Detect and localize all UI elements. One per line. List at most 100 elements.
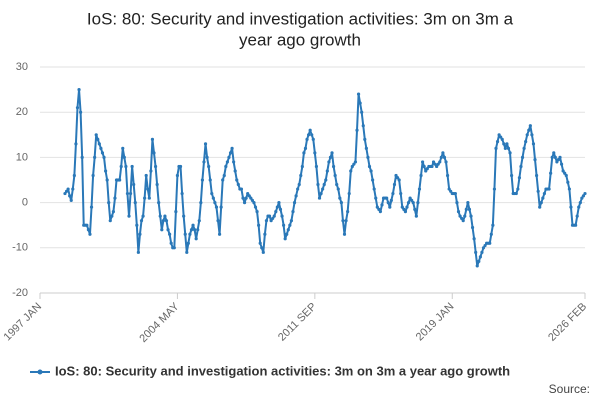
data-point: [113, 196, 117, 200]
data-point: [542, 191, 546, 196]
data-point: [244, 196, 248, 200]
data-point: [300, 164, 304, 169]
data-point: [385, 196, 389, 200]
data-point: [205, 155, 209, 159]
data-point: [335, 182, 339, 187]
data-point: [349, 169, 353, 173]
data-point: [363, 137, 367, 141]
data-point: [139, 219, 144, 223]
y-tick-label: -10: [12, 242, 28, 254]
data-point: [355, 128, 359, 132]
data-point: [505, 142, 509, 146]
x-tick-label: 2011 SEP: [276, 301, 319, 344]
data-point: [583, 191, 587, 196]
data-point: [143, 196, 147, 200]
data-point: [441, 151, 445, 155]
data-point: [455, 201, 459, 205]
data-point: [541, 196, 545, 200]
data-point: [472, 237, 476, 241]
data-point: [328, 155, 333, 159]
data-point: [552, 151, 556, 155]
data-point: [527, 128, 531, 132]
data-point: [525, 133, 529, 137]
data-point: [447, 187, 451, 191]
data-point: [534, 173, 539, 178]
data-point: [369, 169, 373, 173]
data-point: [366, 155, 370, 159]
data-point: [411, 201, 415, 205]
data-point: [531, 142, 536, 146]
data-point: [285, 232, 289, 236]
data-point: [311, 137, 315, 141]
data-point: [180, 191, 184, 196]
data-point: [350, 164, 354, 169]
data-point: [135, 223, 139, 227]
data-point: [536, 189, 540, 193]
data-point: [144, 173, 148, 178]
data-point: [506, 146, 511, 150]
data-point: [216, 219, 220, 223]
data-point: [164, 219, 169, 223]
data-point: [538, 205, 542, 209]
data-point: [86, 228, 91, 232]
data-point: [128, 191, 133, 196]
data-point: [69, 198, 73, 202]
data-point: [297, 182, 301, 187]
data-point: [182, 214, 186, 218]
data-point: [121, 146, 125, 150]
data-point: [356, 92, 361, 96]
data-point: [80, 155, 84, 159]
data-point: [517, 176, 522, 180]
data-point: [124, 164, 128, 169]
data-point: [235, 178, 239, 182]
x-tick-label: 2019 JAN: [414, 301, 457, 344]
data-point: [250, 198, 254, 202]
data-point: [196, 228, 200, 232]
data-point: [292, 201, 297, 205]
data-point: [556, 158, 561, 162]
data-point: [524, 139, 528, 144]
data-point: [406, 201, 411, 205]
data-point: [553, 155, 557, 159]
data-point: [364, 146, 368, 150]
data-point: [110, 214, 114, 218]
data-point: [282, 223, 286, 227]
data-point: [319, 191, 323, 196]
data-point: [464, 207, 468, 211]
data-point: [197, 219, 201, 223]
data-point: [88, 232, 92, 236]
data-point: [228, 151, 233, 155]
data-point: [303, 146, 308, 150]
data-point: [79, 110, 83, 114]
data-point: [105, 178, 109, 182]
data-point: [249, 196, 253, 200]
data-point: [208, 178, 212, 182]
data-point: [445, 173, 450, 178]
data-point: [392, 182, 397, 187]
data-point: [213, 201, 217, 205]
data-point: [191, 223, 195, 227]
data-point: [264, 219, 269, 223]
data-point: [377, 207, 381, 211]
data-point: [492, 187, 497, 191]
data-point: [374, 196, 378, 200]
data-point: [497, 133, 501, 137]
data-point: [470, 225, 475, 230]
data-point: [475, 264, 479, 268]
data-point: [339, 201, 343, 205]
data-point: [289, 219, 294, 223]
data-point: [100, 151, 105, 155]
data-point: [302, 151, 306, 155]
data-point: [550, 155, 554, 159]
data-point: [372, 187, 376, 191]
data-point: [236, 182, 240, 187]
data-point: [299, 173, 303, 178]
data-point: [108, 219, 112, 223]
data-point: [391, 191, 395, 196]
data-point: [431, 160, 436, 164]
data-point: [352, 162, 356, 166]
data-point: [147, 196, 151, 200]
source: Source:: [549, 382, 590, 396]
data-point: [466, 201, 470, 205]
data-point: [417, 187, 422, 191]
